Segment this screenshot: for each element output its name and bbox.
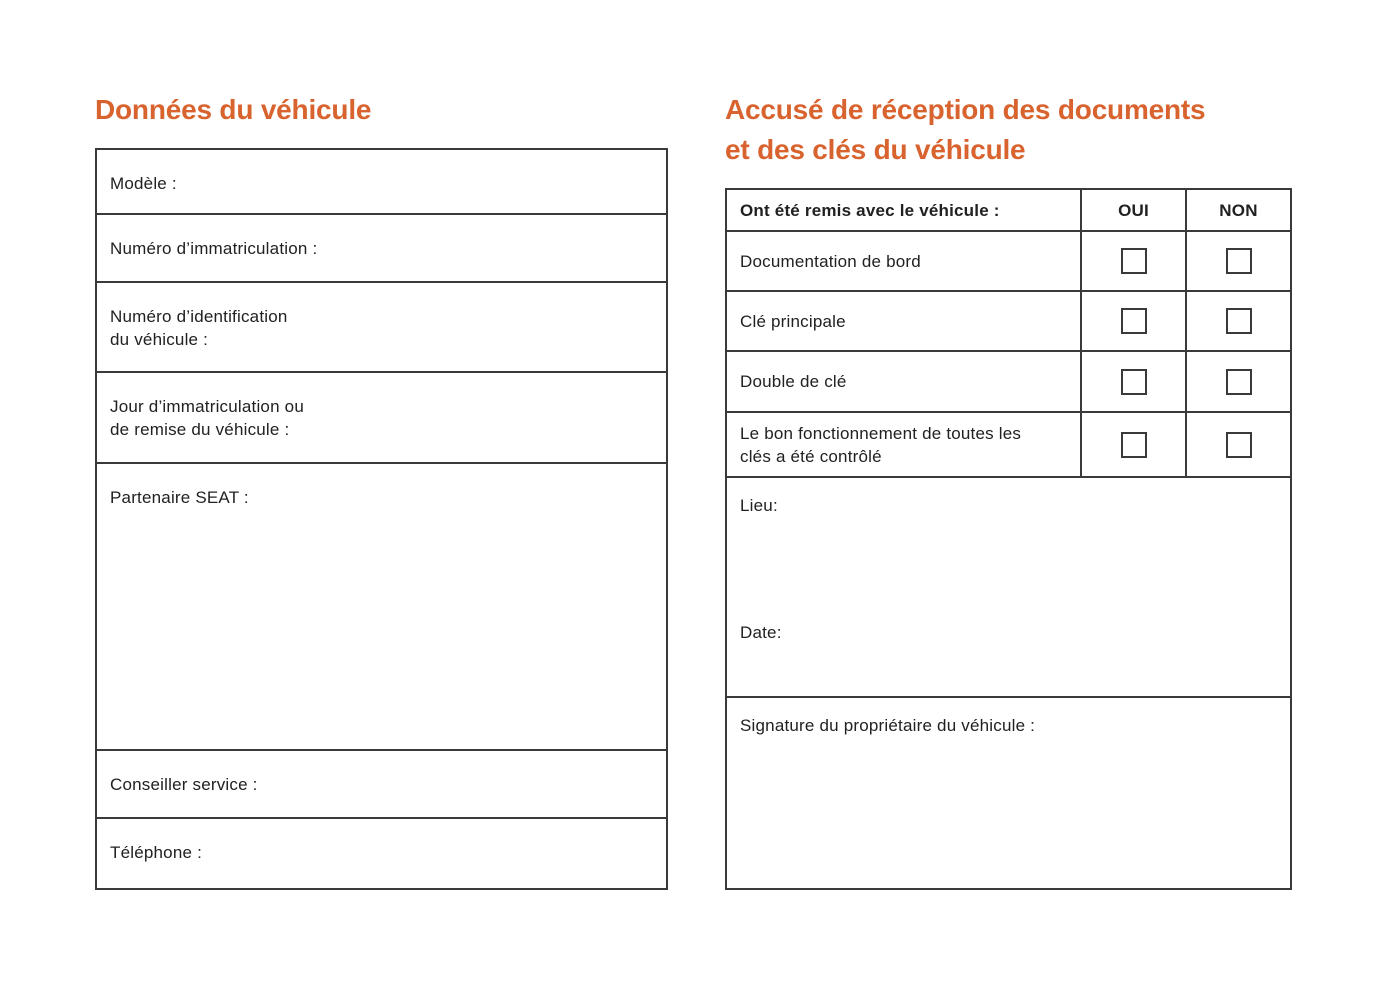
header-label: Ont été remis avec le véhicule : xyxy=(740,200,1000,220)
field-row-conseiller-service: Conseiller service : xyxy=(97,751,666,819)
field-label-jour-immatriculation: Jour d’immatriculation ou de remise du v… xyxy=(110,397,304,439)
oui-cell xyxy=(1080,232,1185,290)
field-row-partenaire-seat: Partenaire SEAT : xyxy=(97,464,666,751)
left-section-title: Données du véhicule xyxy=(95,90,371,130)
signature-label: Signature du propriétaire du véhicule : xyxy=(740,716,1036,735)
checkbox-oui-double-de-cle[interactable] xyxy=(1120,368,1147,395)
header-oui-cell: OUI xyxy=(1080,190,1185,230)
table-row-cle-principale: Clé principale xyxy=(727,292,1290,352)
checkbox-non-controle-des-cles[interactable] xyxy=(1225,431,1252,458)
row-label-cell: Clé principale xyxy=(727,292,1080,350)
checkbox-non-double-de-cle[interactable] xyxy=(1225,368,1252,395)
right-section-title-line2: et des clés du véhicule xyxy=(725,134,1026,165)
field-label-modele: Modèle : xyxy=(110,174,177,193)
table-row-documentation-de-bord: Documentation de bord xyxy=(727,232,1290,292)
non-cell xyxy=(1185,232,1290,290)
field-row-jour-immatriculation: Jour d’immatriculation ou de remise du v… xyxy=(97,373,666,464)
field-row-identification: Numéro d’identification du véhicule : xyxy=(97,283,666,373)
non-cell xyxy=(1185,413,1290,476)
header-non-cell: NON xyxy=(1185,190,1290,230)
table-header-row: Ont été remis avec le véhicule : OUI NON xyxy=(727,190,1290,232)
vehicle-data-table: Modèle : Numéro d’immatriculation : Numé… xyxy=(95,148,668,890)
field-row-immatriculation: Numéro d’immatriculation : xyxy=(97,215,666,283)
right-section-title: Accusé de réception des documents et des… xyxy=(725,90,1206,170)
field-row-modele: Modèle : xyxy=(97,150,666,215)
date-label: Date: xyxy=(740,623,782,642)
oui-cell xyxy=(1080,352,1185,411)
lieu-label: Lieu: xyxy=(740,496,778,515)
field-label-partenaire-seat: Partenaire SEAT : xyxy=(110,488,249,507)
field-label-telephone: Téléphone : xyxy=(110,843,202,862)
right-section-title-line1: Accusé de réception des documents xyxy=(725,94,1206,125)
row-label-cle-principale: Clé principale xyxy=(740,311,846,331)
checkbox-oui-controle-des-cles[interactable] xyxy=(1120,431,1147,458)
table-row-double-de-cle: Double de clé xyxy=(727,352,1290,413)
checkbox-non-cle-principale[interactable] xyxy=(1225,308,1252,334)
row-label-cell: Double de clé xyxy=(727,352,1080,411)
row-label-cell: Documentation de bord xyxy=(727,232,1080,290)
field-label-immatriculation: Numéro d’immatriculation : xyxy=(110,239,318,258)
left-section-title-text: Données du véhicule xyxy=(95,94,372,125)
non-cell xyxy=(1185,352,1290,411)
non-cell xyxy=(1185,292,1290,350)
header-oui-label: OUI xyxy=(1118,200,1149,220)
row-label-controle-des-cles: Le bon fonctionnement de toutes les clés… xyxy=(740,423,1022,466)
checkbox-oui-cle-principale[interactable] xyxy=(1120,308,1147,334)
signature-cell: Signature du propriétaire du véhicule : xyxy=(727,698,1290,888)
field-row-telephone: Téléphone : xyxy=(97,819,666,888)
header-label-cell: Ont été remis avec le véhicule : xyxy=(727,190,1080,230)
table-row-controle-des-cles: Le bon fonctionnement de toutes les clés… xyxy=(727,413,1290,478)
header-non-label: NON xyxy=(1219,200,1258,220)
row-label-cell: Le bon fonctionnement de toutes les clés… xyxy=(727,413,1080,476)
lieu-date-cell: Lieu: Date: xyxy=(727,478,1290,698)
oui-cell xyxy=(1080,413,1185,476)
field-label-conseiller-service: Conseiller service : xyxy=(110,775,258,794)
row-label-documentation-de-bord: Documentation de bord xyxy=(740,251,921,271)
checkbox-non-documentation-de-bord[interactable] xyxy=(1225,248,1252,274)
checkbox-oui-documentation-de-bord[interactable] xyxy=(1120,248,1147,274)
field-label-identification: Numéro d’identification du véhicule : xyxy=(110,307,288,349)
row-label-double-de-cle: Double de clé xyxy=(740,372,847,391)
oui-cell xyxy=(1080,292,1185,350)
documents-keys-table: Ont été remis avec le véhicule : OUI NON… xyxy=(725,188,1292,890)
